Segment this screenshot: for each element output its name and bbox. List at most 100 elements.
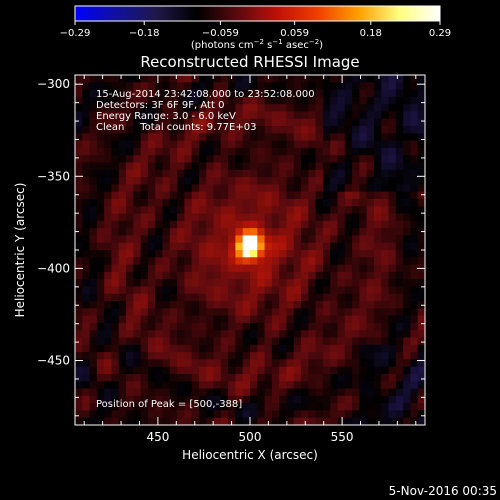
heatmap-cell: [257, 257, 266, 266]
heatmap-cell: [308, 293, 317, 302]
heatmap-cell: [89, 417, 98, 425]
heatmap-cell: [162, 264, 171, 273]
heatmap-cell: [104, 155, 113, 164]
heatmap-cell: [104, 147, 113, 156]
heatmap-cell: [184, 271, 193, 280]
heatmap-cell: [286, 228, 295, 237]
heatmap-cell: [184, 322, 193, 331]
heatmap-cell: [242, 417, 251, 425]
heatmap-cell: [337, 322, 346, 331]
heatmap-cell: [257, 242, 266, 251]
heatmap-cell: [395, 206, 404, 215]
heatmap-cell: [286, 147, 295, 156]
heatmap-cell: [301, 169, 309, 178]
heatmap-cell: [381, 147, 390, 156]
heatmap-cell: [344, 395, 353, 404]
heatmap-cell: [220, 388, 229, 397]
heatmap-cell: [403, 330, 412, 339]
heatmap-cell: [220, 410, 229, 419]
heatmap-cell: [337, 395, 346, 404]
heatmap-cell: [177, 264, 185, 273]
heatmap-cell: [271, 96, 280, 105]
heatmap-cell: [235, 395, 244, 404]
heatmap-cell: [388, 169, 397, 178]
heatmap-cell: [133, 82, 142, 91]
heatmap-cell: [96, 75, 105, 83]
heatmap-cell: [89, 388, 98, 397]
heatmap-cell: [169, 301, 178, 309]
heatmap-cell: [301, 213, 309, 222]
heatmap-cell: [250, 177, 258, 185]
heatmap-cell: [381, 242, 390, 251]
heatmap-cell: [293, 381, 302, 390]
heatmap-cell: [220, 271, 229, 280]
heatmap-cell: [264, 315, 273, 324]
heatmap-cell: [395, 257, 404, 266]
heatmap-cell: [315, 337, 324, 346]
heatmap-cell: [322, 410, 331, 419]
heatmap-cell: [373, 257, 382, 266]
heatmap-cell: [111, 381, 120, 390]
heatmap-cell: [96, 264, 105, 273]
heatmap-cell: [118, 337, 127, 346]
heatmap-cell: [82, 82, 91, 91]
heatmap-cell: [373, 220, 382, 229]
heatmap-cell: [82, 228, 91, 237]
heatmap-cell: [301, 133, 309, 142]
heatmap-cell: [147, 330, 156, 339]
heatmap-cell: [118, 344, 127, 353]
heatmap-cell: [403, 337, 412, 346]
heatmap-cell: [301, 373, 309, 382]
heatmap-cell: [388, 206, 397, 215]
heatmap-cell: [89, 242, 98, 251]
heatmap-cell: [133, 344, 142, 353]
heatmap-cell: [417, 220, 425, 229]
heatmap-cell: [82, 147, 91, 156]
heatmap-cell: [395, 373, 404, 382]
heatmap-cell: [213, 271, 222, 280]
heatmap-cell: [373, 308, 382, 317]
heatmap-cell: [89, 330, 98, 339]
heatmap-cell: [213, 155, 222, 164]
heatmap-cell: [89, 140, 98, 149]
heatmap-cell: [147, 366, 156, 375]
heatmap-cell: [191, 322, 200, 331]
heatmap-cell: [344, 177, 353, 185]
heatmap-cell: [220, 228, 229, 237]
heatmap-cell: [395, 104, 404, 113]
heatmap-cell: [155, 198, 164, 207]
heatmap-cell: [89, 366, 98, 375]
heatmap-cell: [220, 366, 229, 375]
heatmap-cell: [111, 352, 120, 360]
heatmap-cell: [293, 162, 302, 171]
heatmap-cell: [191, 82, 200, 91]
heatmap-cell: [264, 140, 273, 149]
heatmap-cell: [344, 271, 353, 280]
heatmap-cell: [373, 403, 382, 412]
heatmap-cell: [169, 133, 178, 142]
heatmap-cell: [330, 198, 339, 207]
heatmap-cell: [352, 337, 360, 346]
heatmap-cell: [104, 395, 113, 404]
heatmap-cell: [337, 373, 346, 382]
heatmap-cell: [264, 279, 273, 288]
heatmap-cell: [373, 126, 382, 134]
heatmap-cell: [75, 410, 83, 419]
heatmap-cell: [352, 330, 360, 339]
heatmap-cell: [366, 373, 375, 382]
heatmap-cell: [403, 344, 412, 353]
heatmap-cell: [301, 344, 309, 353]
heatmap-cell: [96, 352, 105, 360]
heatmap-cell: [235, 410, 244, 419]
heatmap-cell: [184, 140, 193, 149]
heatmap-cell: [279, 344, 288, 353]
heatmap-cell: [126, 352, 134, 360]
heatmap-cell: [89, 271, 98, 280]
heatmap-cell: [359, 133, 368, 142]
heatmap-cell: [264, 337, 273, 346]
heatmap-cell: [271, 140, 280, 149]
heatmap-cell: [250, 395, 258, 404]
heatmap-cell: [286, 213, 295, 222]
heatmap-cell: [344, 162, 353, 171]
heatmap-cell: [133, 213, 142, 222]
